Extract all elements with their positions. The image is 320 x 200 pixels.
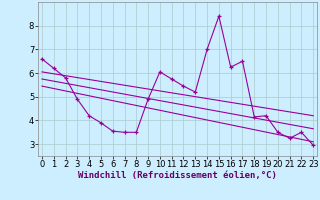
X-axis label: Windchill (Refroidissement éolien,°C): Windchill (Refroidissement éolien,°C) (78, 171, 277, 180)
